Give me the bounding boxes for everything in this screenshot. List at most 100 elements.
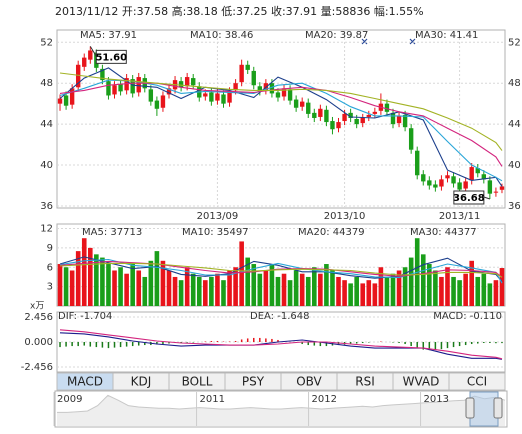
candle-body <box>82 57 87 67</box>
volume-bar <box>100 257 105 306</box>
candle-body <box>487 180 493 194</box>
candle-body <box>372 111 378 114</box>
candle-body <box>251 70 256 86</box>
range-handle[interactable] <box>465 397 475 419</box>
tab-label[interactable]: CCI <box>467 375 487 389</box>
candle-body <box>324 109 329 123</box>
volume-bar <box>499 268 505 306</box>
y-tick-label: 9 <box>47 243 53 254</box>
volume-bar <box>384 276 390 306</box>
volume-bar <box>408 257 414 306</box>
volume-bar <box>299 273 305 306</box>
annotation-leader <box>483 196 491 200</box>
candle-body <box>203 93 208 97</box>
candle-body <box>112 85 117 95</box>
candle-body <box>421 174 426 182</box>
legend-entry: MA20: 44379 <box>298 227 365 238</box>
legend-entry: MA10: 38.46 <box>190 30 253 41</box>
volume-bar <box>154 251 160 306</box>
x-tick-label: 2013/10 <box>324 211 366 222</box>
volume-bar <box>439 276 444 306</box>
volume-bar <box>366 280 372 306</box>
candle-body <box>306 102 311 114</box>
y-tick-label: 52 <box>40 37 53 48</box>
candle-body <box>463 181 468 189</box>
candle-body <box>457 182 462 190</box>
navigator-frame <box>54 390 508 428</box>
tab-label[interactable]: OBV <box>296 375 322 389</box>
volume-bar <box>81 238 87 306</box>
candle-body <box>75 64 81 88</box>
tab-label[interactable]: WVAD <box>403 375 440 389</box>
annotation-label: 36.68 <box>453 193 485 204</box>
ma-line <box>59 82 503 167</box>
volume-bar <box>354 276 359 306</box>
overview-line <box>57 394 506 413</box>
x-tick-label: 2013/11 <box>439 211 481 222</box>
year-label: 2012 <box>312 394 337 405</box>
candle-body <box>360 117 365 124</box>
volume-bar <box>142 276 148 306</box>
volume-bar <box>178 280 184 306</box>
candle-body <box>166 88 172 95</box>
candle-body <box>427 180 432 186</box>
volume-bar <box>233 267 238 306</box>
candle-body <box>402 114 408 128</box>
volume-bar <box>57 264 63 306</box>
legend-entry: DEA: -1.648 <box>250 311 309 322</box>
volume-bar <box>305 276 311 306</box>
candle-body <box>336 122 341 129</box>
tab-label[interactable]: MACD <box>67 375 103 389</box>
indicator-tab[interactable] <box>448 372 506 391</box>
volume-bar <box>390 273 396 306</box>
candle-body <box>475 168 480 174</box>
ma-line <box>59 329 503 360</box>
volume-bar <box>196 276 202 306</box>
volume-bar <box>184 267 190 306</box>
candle-body <box>184 77 190 87</box>
ma-line <box>59 72 503 151</box>
y-tick-label-right: 52 <box>508 37 521 48</box>
annotation-leader <box>89 46 97 57</box>
tab-label[interactable]: KDJ <box>131 375 152 389</box>
candle-body <box>257 86 263 92</box>
volume-bar <box>130 264 135 306</box>
tab-label[interactable]: RSI <box>355 375 375 389</box>
candle-body <box>469 167 474 181</box>
legend-entry: MA10: 35497 <box>182 227 249 238</box>
tab-label[interactable]: BOLL <box>182 375 213 389</box>
candle-body <box>330 121 335 130</box>
quote-header: 2013/11/12 开:37.58 高:38.18 低:37.25 收:37.… <box>55 4 424 18</box>
candle-body <box>215 93 220 101</box>
candle-body <box>415 150 420 176</box>
candle-body <box>408 128 414 150</box>
candle-body <box>348 112 353 118</box>
volume-bar <box>481 273 487 306</box>
volume-bar <box>287 280 293 306</box>
ma-line <box>59 262 503 278</box>
candle-body <box>178 81 184 88</box>
candle-body <box>451 176 456 184</box>
volume-bar <box>324 264 329 306</box>
volume-bar <box>396 270 402 306</box>
volume-bar <box>160 260 166 306</box>
ma-line <box>59 260 503 278</box>
candle-body <box>221 94 226 104</box>
volume-bar <box>487 283 493 306</box>
legend-entry: MA30: 44377 <box>410 227 477 238</box>
candle-body <box>354 119 359 125</box>
candle-body <box>191 78 196 86</box>
volume-bar <box>281 273 287 306</box>
candle-body <box>318 108 323 117</box>
tab-label[interactable]: PSY <box>242 375 265 389</box>
candle-body <box>148 89 154 102</box>
volume-bar <box>209 276 214 306</box>
volume-bar <box>166 270 172 306</box>
volume-bar <box>269 264 275 306</box>
range-handle[interactable] <box>493 397 503 419</box>
volume-bar <box>433 270 438 306</box>
y-tick-label: -2.456 <box>21 362 53 373</box>
candle-body <box>233 83 238 91</box>
